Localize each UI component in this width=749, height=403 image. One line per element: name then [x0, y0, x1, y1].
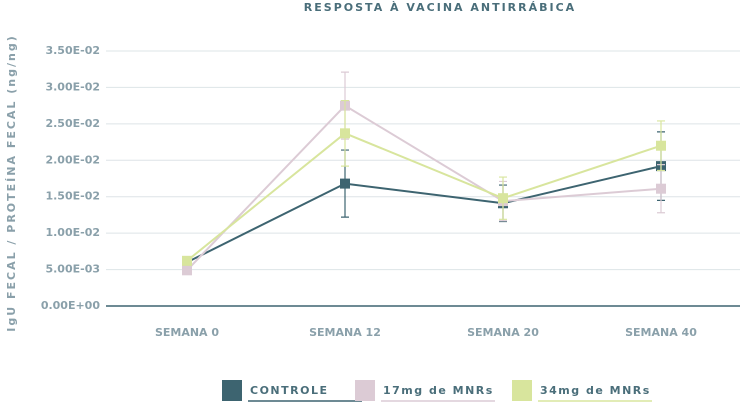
legend-swatch: [222, 380, 242, 401]
series-line: [186, 165, 662, 264]
marker: [656, 183, 666, 194]
y-tick-label: 3.50E-02: [45, 44, 100, 57]
legend-swatch: [355, 380, 375, 401]
y-tick-label: 5.00E-03: [45, 263, 100, 276]
marker: [182, 265, 192, 276]
x-tick-label: SEMANA 0: [155, 326, 219, 339]
legend-swatch: [512, 380, 532, 401]
x-tick-label: SEMANA 12: [309, 326, 381, 339]
x-tick-label: SEMANA 20: [467, 326, 539, 339]
series-line: [186, 104, 662, 271]
x-tick-label: SEMANA 40: [625, 326, 697, 339]
series-line: [186, 132, 662, 262]
y-tick-label: 0.00E+00: [41, 299, 101, 312]
y-tick-label: 1.00E-02: [45, 226, 100, 239]
legend-label: CONTROLE: [250, 384, 328, 397]
chart-title: RESPOSTA À VACINA ANTIRRÁBICA: [304, 1, 576, 14]
marker: [182, 255, 192, 266]
y-tick-label: 1.50E-02: [45, 190, 100, 203]
marker: [656, 140, 666, 151]
marker: [340, 128, 350, 139]
y-tick-label: 2.00E-02: [45, 153, 100, 166]
legend-label: 17mg de MNRs: [383, 384, 494, 397]
legend-label: 34mg de MNRs: [540, 384, 651, 397]
marker: [498, 193, 508, 204]
y-axis-title: IgU FECAL / PROTEÍNA FECAL (ng/ng): [5, 34, 18, 332]
y-tick-label: 3.00E-02: [45, 80, 100, 93]
marker: [340, 178, 350, 189]
y-tick-label: 2.50E-02: [45, 117, 100, 130]
